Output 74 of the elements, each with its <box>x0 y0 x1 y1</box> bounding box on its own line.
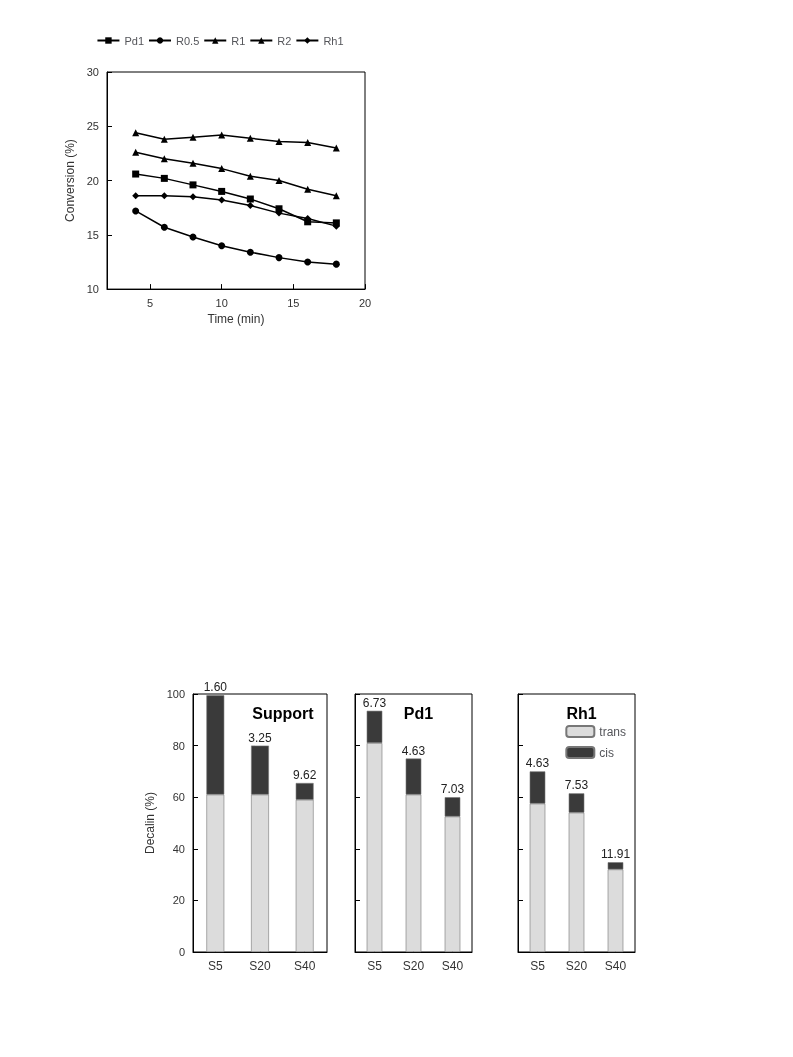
point <box>189 181 197 189</box>
point <box>218 196 226 204</box>
x-tick-label: 5 <box>146 296 154 309</box>
x-tick-label: 10 <box>215 296 228 309</box>
point <box>246 202 254 210</box>
x-tick-label: S40 <box>604 959 627 973</box>
point <box>160 135 168 143</box>
annotation: 4.63 <box>525 756 550 771</box>
point <box>246 248 254 256</box>
point <box>218 187 226 195</box>
y-tick-label: 100 <box>166 688 185 700</box>
legend-label: R2 <box>277 34 292 47</box>
legend-label: R0.5 <box>176 34 200 47</box>
x-tick-label: S20 <box>402 959 425 973</box>
annotation: 7.03 <box>440 782 465 797</box>
point <box>218 165 226 173</box>
point <box>275 137 283 145</box>
point <box>132 148 140 156</box>
point <box>275 177 283 185</box>
point <box>160 192 168 200</box>
point <box>304 258 312 266</box>
point <box>246 195 254 203</box>
x-axis-title: Time (min) <box>207 312 265 326</box>
text: Pd1 <box>403 704 434 722</box>
text: Support <box>252 704 315 722</box>
point <box>189 159 197 167</box>
y-tick-label: 30 <box>86 66 99 78</box>
legend-label: R1 <box>231 34 246 47</box>
legend-label: cis <box>599 745 614 760</box>
point <box>332 260 340 268</box>
point <box>304 185 312 193</box>
point <box>304 139 312 147</box>
x-tick-label: S20 <box>249 959 271 973</box>
x-tick-label: S5 <box>530 959 546 973</box>
y-tick-label: 25 <box>86 120 99 133</box>
point <box>160 174 168 182</box>
point <box>246 172 254 180</box>
x-tick-label: S40 <box>293 959 316 973</box>
point <box>275 254 283 262</box>
legend-label: trans <box>599 724 627 739</box>
y-tick-label: 80 <box>172 739 185 752</box>
annotation: 1.60 <box>203 680 228 695</box>
y-axis-title: Decalin (%) <box>142 791 157 855</box>
y-tick-label: 60 <box>172 791 185 804</box>
point <box>218 242 226 250</box>
legend-label: Pd1 <box>124 34 145 47</box>
text: Rh1 <box>566 704 597 722</box>
y-tick-label: 20 <box>86 174 99 187</box>
y-axis-title: Conversion (%) <box>62 139 77 222</box>
point <box>189 193 197 201</box>
y-tick-label: 0 <box>178 946 185 958</box>
x-tick-label: S5 <box>207 959 223 973</box>
y-tick-label: 40 <box>172 842 185 855</box>
annotation: 3.25 <box>248 730 272 745</box>
annotation: 11.91 <box>600 847 631 862</box>
annotation: 6.73 <box>362 695 387 710</box>
x-tick-label: S20 <box>565 959 588 973</box>
point <box>160 223 168 231</box>
x-tick-label: 20 <box>358 296 372 309</box>
point <box>132 207 140 215</box>
y-tick-label: 20 <box>172 894 185 907</box>
y-tick-label: 10 <box>86 283 99 296</box>
annotation: 7.53 <box>564 778 589 793</box>
point <box>132 192 140 200</box>
point <box>246 134 254 142</box>
point <box>189 133 197 141</box>
point <box>132 170 140 178</box>
annotation: 9.62 <box>292 768 317 783</box>
x-tick-label: S40 <box>441 959 464 973</box>
x-tick-label: S5 <box>367 959 383 973</box>
legend-label: Rh1 <box>323 34 344 47</box>
x-tick-label: 15 <box>287 296 300 309</box>
y-tick-label: 15 <box>86 228 99 241</box>
annotation: 4.63 <box>401 743 426 758</box>
